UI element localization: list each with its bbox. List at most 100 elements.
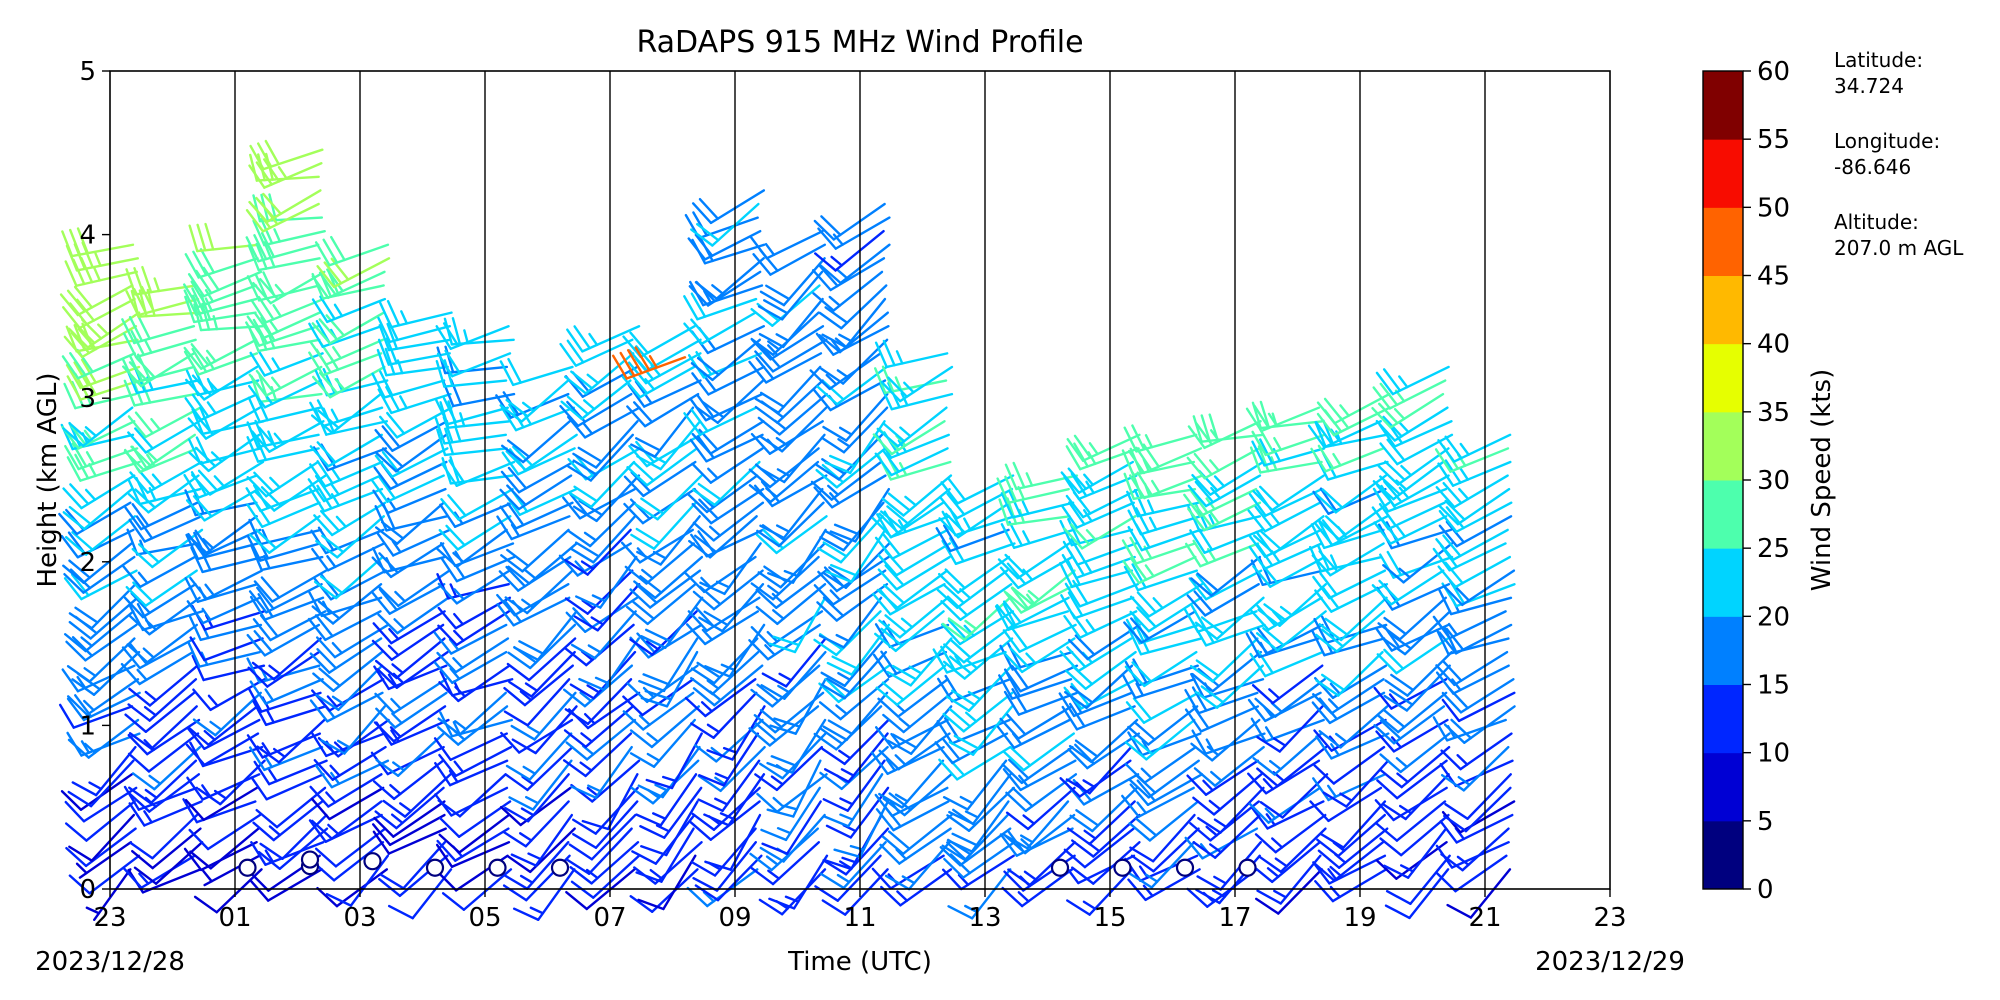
- barb-half: [764, 243, 776, 256]
- barb-full: [1444, 499, 1466, 521]
- barb-full: [1067, 517, 1081, 545]
- barb-full: [255, 161, 273, 186]
- wind-barb: [1001, 745, 1074, 785]
- barb-shaft: [1139, 637, 1203, 656]
- barb-half: [210, 451, 223, 463]
- barb-shaft: [1326, 460, 1389, 481]
- barb-full: [309, 463, 327, 488]
- barb-full: [820, 367, 845, 385]
- barb-shaft: [1006, 515, 1071, 526]
- barb-full: [1259, 485, 1281, 507]
- barb-full: [245, 209, 265, 233]
- y-tick-label: 3: [79, 384, 96, 414]
- wind-barb: [436, 528, 508, 568]
- wind-barb: [1312, 773, 1387, 802]
- barb-full: [310, 797, 331, 821]
- barb-full: [1194, 621, 1219, 641]
- barb-shaft: [138, 447, 199, 474]
- barb-shaft: [895, 542, 952, 577]
- barb-full: [934, 741, 954, 765]
- barb-shaft: [670, 732, 703, 790]
- barb-full: [1065, 669, 1087, 691]
- wind-barb: [1189, 637, 1259, 683]
- barb-full: [379, 873, 405, 890]
- barb-shaft: [324, 610, 382, 642]
- barb-full: [1373, 724, 1396, 745]
- barb-shaft: [588, 501, 636, 548]
- barb-full: [1310, 447, 1327, 473]
- barb-half: [520, 807, 535, 817]
- barb-shaft: [1390, 678, 1448, 710]
- colorbar-segment: [1703, 411, 1743, 481]
- wind-barb: [611, 346, 687, 380]
- barb-full: [64, 444, 80, 471]
- barb-full: [1321, 488, 1344, 509]
- barb-half: [204, 289, 215, 303]
- barb-full: [1252, 490, 1274, 512]
- barb-full: [374, 810, 398, 830]
- barb-full: [316, 484, 333, 510]
- barb-full: [65, 363, 82, 390]
- barb-shaft: [268, 515, 321, 554]
- wind-barb: [623, 487, 696, 525]
- wind-barb: [502, 800, 570, 848]
- barb-full: [63, 572, 85, 594]
- wind-barb: [1437, 459, 1512, 487]
- barb-shaft: [703, 229, 762, 261]
- barb-shaft: [1092, 813, 1141, 858]
- wind-barb: [438, 664, 511, 703]
- barb-full: [1388, 631, 1413, 650]
- barb-full: [1063, 690, 1088, 710]
- barb-half: [708, 525, 722, 537]
- barb-full: [688, 539, 712, 559]
- barb-half: [836, 873, 851, 884]
- barb-full: [1195, 888, 1221, 905]
- wind-barb: [309, 637, 383, 674]
- barb-shaft: [1264, 487, 1323, 517]
- barb-shaft: [451, 352, 512, 378]
- barb-shaft: [265, 773, 325, 801]
- barb-full: [1063, 615, 1082, 639]
- barb-full: [878, 792, 904, 809]
- barb-shaft: [524, 433, 578, 472]
- barb-full: [128, 614, 151, 636]
- wind-barb: [1193, 745, 1265, 787]
- barb-half: [579, 761, 593, 772]
- barb-shaft: [262, 148, 324, 171]
- barb-full: [122, 866, 143, 889]
- calm-circle: [1050, 858, 1070, 877]
- barb-half: [529, 906, 545, 915]
- barb-shaft: [1198, 487, 1258, 518]
- wind-barb: [1194, 596, 1265, 641]
- wind-barb: [1435, 854, 1508, 893]
- wind-barb: [127, 420, 201, 454]
- wind-barb: [1312, 678, 1385, 715]
- barb-shaft: [713, 460, 761, 507]
- barb-full: [496, 515, 513, 541]
- barb-half: [652, 550, 667, 560]
- barb-full: [128, 518, 146, 543]
- wind-barb: [307, 610, 382, 642]
- barb-full: [309, 445, 330, 468]
- barb-full: [822, 425, 848, 442]
- barb-full: [125, 585, 147, 607]
- barb-full: [1379, 769, 1403, 789]
- barb-full: [1190, 672, 1205, 699]
- barb-full: [1314, 589, 1333, 613]
- barb-shaft: [594, 420, 639, 469]
- barb-shaft: [201, 596, 261, 625]
- barb-full: [518, 640, 545, 655]
- barb-full: [1129, 783, 1150, 806]
- barb-shaft: [208, 460, 265, 496]
- barb-full: [563, 729, 587, 749]
- barb-full: [1382, 637, 1407, 656]
- barb-full: [437, 624, 458, 647]
- barb-full: [1382, 368, 1402, 392]
- barb-full: [253, 471, 275, 493]
- x-tick-label: 23: [93, 903, 126, 933]
- barb-shaft: [199, 623, 263, 642]
- barb-half: [964, 810, 980, 819]
- wind-barb: [248, 583, 323, 614]
- barb-half: [1266, 867, 1280, 878]
